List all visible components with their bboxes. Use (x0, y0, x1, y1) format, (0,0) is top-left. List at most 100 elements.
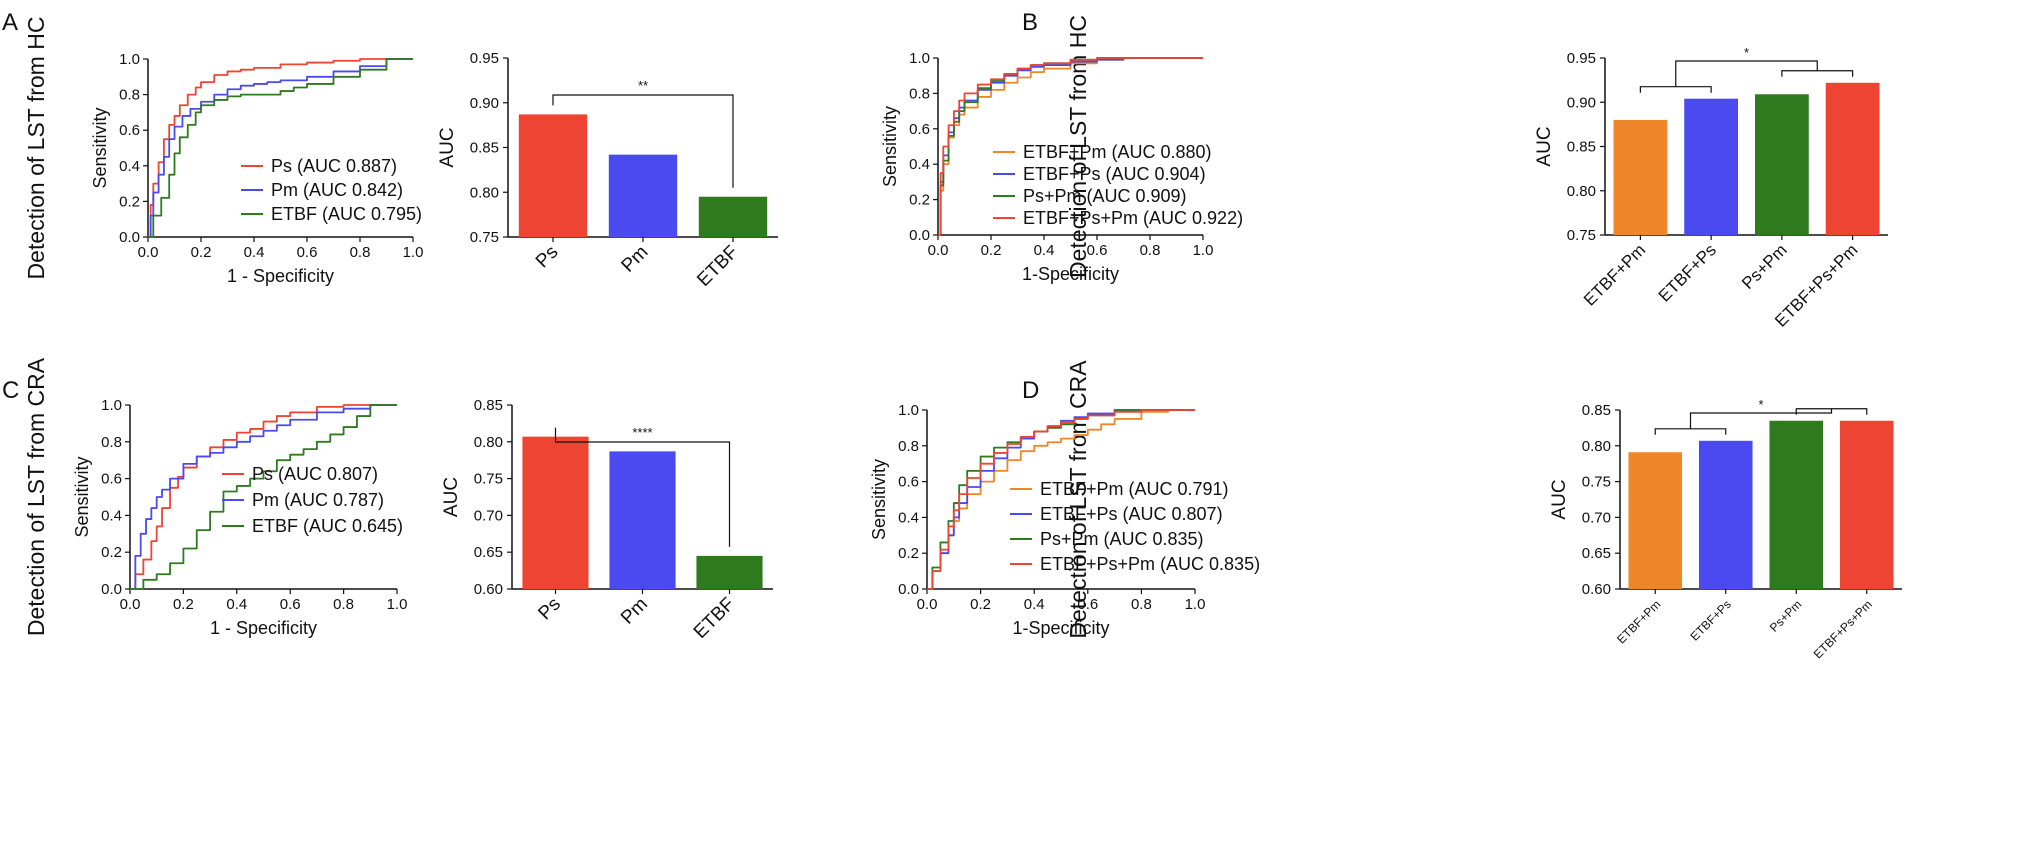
bar-y-tick-label: 0.80 (1582, 438, 1611, 455)
bar-y-tick-label: 0.80 (1567, 183, 1596, 200)
bar-category-label: ETBF+Ps+Pm (1811, 597, 1875, 661)
roc-x-tick-label: 0.2 (981, 242, 1002, 259)
bar-category-label: Ps (534, 594, 565, 625)
row-title: Detection of LST from HC (1065, 15, 1091, 278)
bar-y-tick-label: 0.60 (474, 581, 503, 598)
roc-y-tick-label: 1.0 (898, 402, 919, 419)
roc-curve-series-4 (927, 409, 1195, 590)
roc-y-tick-label: 0.2 (119, 193, 140, 210)
roc-curve-series-2 (130, 404, 397, 590)
bar-y-tick-label: 0.65 (474, 544, 503, 561)
panel-label: A (2, 9, 18, 36)
significance-bracket (1639, 86, 1712, 93)
bar-etbf-ps-pm (1825, 82, 1880, 235)
bar-y-tick-label: 0.90 (1567, 94, 1596, 111)
bar-etbf (698, 196, 768, 237)
bar-y-tick-label: 0.80 (470, 184, 499, 201)
bar-ps (518, 114, 588, 237)
roc-y-axis-label: Sensitivity (72, 456, 92, 537)
roc-x-tick-label: 0.6 (297, 244, 318, 261)
roc-x-tick-label: 0.6 (1087, 242, 1108, 259)
roc-curve-series-1 (148, 58, 413, 238)
roc-x-tick-label: 0.4 (226, 596, 247, 613)
significance-bracket (1689, 408, 1833, 429)
legend-entry: Pm (AUC 0.787) (252, 490, 384, 510)
roc-x-tick-label: 1.0 (1185, 596, 1206, 613)
bar-y-tick-label: 0.60 (1582, 581, 1611, 598)
bar-y-axis-label: AUC (1549, 479, 1570, 519)
bar-y-tick-label: 0.65 (1582, 545, 1611, 562)
roc-x-tick-label: 0.0 (120, 596, 141, 613)
roc-y-tick-label: 0.2 (898, 545, 919, 562)
roc-y-axis-label: Sensitivity (880, 106, 900, 187)
roc-x-tick-label: 1.0 (387, 596, 408, 613)
significance-label: * (1758, 397, 1763, 412)
legend-entry: ETBF (AUC 0.795) (271, 204, 422, 224)
roc-x-tick-label: 1.0 (1193, 242, 1214, 259)
bar-y-tick-label: 0.75 (470, 229, 499, 246)
bar-y-tick-label: 0.75 (474, 471, 503, 488)
roc-y-tick-label: 1.0 (101, 397, 122, 414)
bar-y-tick-label: 0.70 (474, 507, 503, 524)
roc-y-tick-label: 0.4 (101, 507, 122, 524)
bar-category-label: ETBF (690, 594, 739, 643)
significance-bracket (1781, 70, 1854, 77)
bar-y-tick-label: 0.85 (470, 140, 499, 157)
roc-x-tick-label: 1.0 (403, 244, 424, 261)
bar-ps-pm (1769, 420, 1824, 589)
bar-y-tick-label: 0.85 (1567, 139, 1596, 156)
roc-y-axis-label: Sensitivity (869, 459, 889, 540)
panel-d: D Detection of LST from CRA 0.00.0 0.2 0.2 0.… (869, 360, 1902, 661)
bar-etbf-pm (1628, 452, 1683, 589)
bar-etbf-ps-pm (1839, 420, 1894, 589)
bar-pm (609, 451, 676, 589)
bar-y-tick-label: 0.80 (474, 434, 503, 451)
significance-bracket (552, 94, 734, 188)
legend-entry: ETBF+Ps (AUC 0.807) (1040, 504, 1223, 524)
legend-entry: Ps+Pm (AUC 0.835) (1040, 529, 1204, 549)
roc-y-tick-label: 0.2 (101, 544, 122, 561)
roc-x-tick-label: 0.8 (333, 596, 354, 613)
bar-y-tick-label: 0.75 (1582, 474, 1611, 491)
roc-curve-series-4 (938, 57, 1203, 236)
significance-label: ** (638, 78, 648, 93)
roc-y-tick-label: 0.2 (909, 192, 930, 209)
roc-y-tick-label: 0.8 (119, 87, 140, 104)
roc-y-tick-label: 1.0 (909, 50, 930, 67)
bar-category-label: ETBF (693, 242, 742, 291)
roc-x-tick-label: 0.4 (244, 244, 265, 261)
roc-x-tick-label: 0.0 (138, 244, 159, 261)
roc-y-tick-label: 0.4 (119, 158, 140, 175)
significance-bracket (1675, 60, 1818, 87)
significance-label: * (1744, 45, 1749, 60)
legend-entry: Ps (AUC 0.807) (252, 464, 378, 484)
legend-entry: Pm (AUC 0.842) (271, 180, 403, 200)
roc-x-tick-label: 0.8 (1140, 242, 1161, 259)
roc-y-tick-label: 0.0 (898, 581, 919, 598)
panel-label: C (2, 377, 19, 404)
roc-curve-series-2 (148, 58, 413, 238)
legend-entry: Ps+Pm (AUC 0.909) (1023, 186, 1187, 206)
roc-x-tick-label: 0.4 (1024, 596, 1045, 613)
roc-y-tick-label: 0.8 (101, 434, 122, 451)
bar-y-axis-label: AUC (1534, 126, 1555, 166)
bar-etbf (696, 555, 763, 589)
roc-x-tick-label: 0.8 (1131, 596, 1152, 613)
roc-y-tick-label: 0.0 (101, 581, 122, 598)
roc-y-tick-label: 0.6 (909, 121, 930, 138)
bar-category-label: Ps+Pm (1767, 597, 1804, 634)
roc-x-tick-label: 0.2 (191, 244, 212, 261)
significance-bracket (1654, 428, 1727, 435)
roc-y-tick-label: 0.0 (909, 227, 930, 244)
bar-ps-pm (1754, 94, 1809, 235)
legend-entry: ETBF (AUC 0.645) (252, 516, 403, 536)
roc-x-tick-label: 0.6 (280, 596, 301, 613)
roc-y-tick-label: 1.0 (119, 51, 140, 68)
bar-y-axis-label: AUC (441, 477, 462, 517)
row-title: Detection of LST from CRA (1065, 360, 1091, 639)
bar-category-label: ETBF+Pm (1614, 597, 1663, 646)
bar-ps (522, 436, 589, 589)
roc-y-tick-label: 0.6 (119, 122, 140, 139)
bar-y-tick-label: 0.70 (1582, 509, 1611, 526)
